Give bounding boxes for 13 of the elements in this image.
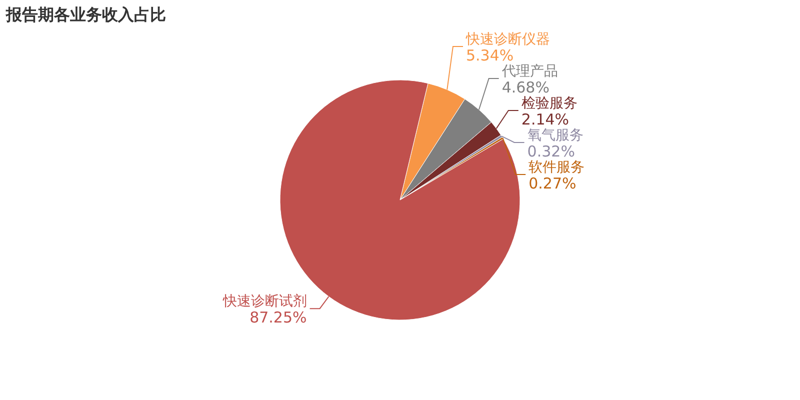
slice-label: 检验服务 [521, 95, 578, 112]
text: 报告期各业务收入占比 [5, 5, 166, 24]
slice-label: 软件服务 [528, 159, 585, 176]
data-label: 2.14% [521, 110, 570, 128]
data-label: 0.27% [528, 174, 576, 192]
slice-label: 快速诊断试剂 [222, 294, 307, 310]
data-label: 5.34% [466, 46, 514, 64]
data-label: 87.25% [250, 308, 307, 327]
data-label: 0.32% [527, 142, 575, 160]
slice-label: 氧气服务 [527, 127, 584, 144]
slice-label: 代理产品 [500, 63, 558, 80]
data-label: 4.68% [502, 78, 550, 96]
slice-label: 快速诊断仪器 [464, 31, 550, 48]
